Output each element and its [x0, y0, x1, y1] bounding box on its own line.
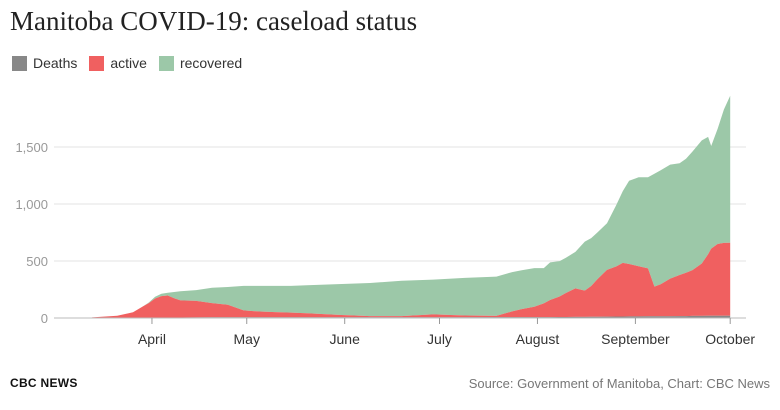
cbc-news-logo: CBC NEWS [10, 376, 78, 390]
legend-label-recovered: recovered [179, 55, 243, 71]
x-tick-label: July [427, 331, 452, 347]
x-tick-label: September [601, 331, 670, 347]
x-tick-label: August [516, 331, 560, 347]
legend-item-active: active [89, 55, 147, 71]
series-area-active [91, 242, 731, 318]
legend-swatch-recovered [158, 55, 174, 71]
chart-title: Manitoba COVID-19: caseload status [10, 6, 418, 36]
legend-item-deaths: Deaths [12, 55, 77, 71]
y-tick-label: 1,000 [15, 197, 48, 212]
x-tick-label: April [138, 331, 166, 347]
x-tick-label: June [330, 331, 361, 347]
chart-legend: Deaths active recovered [12, 55, 254, 71]
legend-label-deaths: Deaths [33, 55, 78, 71]
series-area-deaths [91, 315, 731, 318]
y-tick-label: 0 [41, 311, 48, 326]
legend-label-active: active [110, 55, 147, 71]
x-tick-label: October [705, 331, 755, 347]
legend-swatch-deaths [12, 55, 27, 71]
y-tick-label: 500 [26, 254, 48, 269]
x-tick-label: May [234, 331, 260, 347]
legend-item-recovered: recovered [158, 55, 243, 71]
source-note: Source: Government of Manitoba, Chart: C… [468, 376, 770, 391]
y-tick-label: 1,500 [15, 140, 48, 155]
series-area-recovered [91, 95, 731, 318]
legend-swatch-active [89, 55, 105, 71]
